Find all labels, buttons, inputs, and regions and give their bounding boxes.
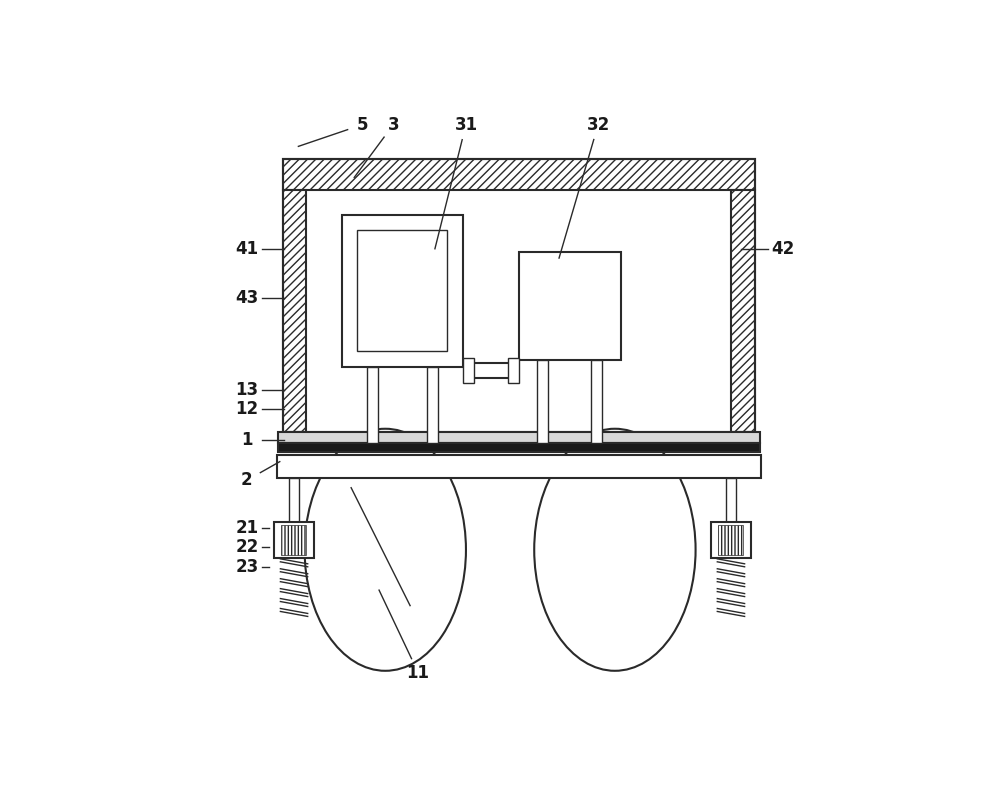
Bar: [726, 479, 736, 521]
Text: 22: 22: [235, 538, 258, 555]
Bar: [367, 367, 378, 443]
Bar: [281, 525, 306, 555]
Bar: [278, 443, 760, 451]
Bar: [342, 214, 463, 367]
Bar: [289, 479, 299, 521]
Bar: [357, 231, 447, 351]
Bar: [283, 159, 755, 432]
Bar: [463, 359, 474, 383]
Text: 13: 13: [235, 381, 258, 399]
Text: 42: 42: [771, 239, 795, 258]
Text: 23: 23: [235, 558, 258, 576]
Text: 2: 2: [241, 472, 253, 489]
Polygon shape: [202, 97, 823, 717]
Text: 32: 32: [587, 115, 610, 134]
Text: 5: 5: [357, 115, 368, 134]
Ellipse shape: [534, 429, 696, 671]
Polygon shape: [306, 189, 731, 432]
Text: 1: 1: [241, 431, 253, 449]
Bar: [711, 521, 751, 558]
Text: 31: 31: [454, 115, 478, 134]
Bar: [427, 367, 438, 443]
Bar: [274, 521, 314, 558]
Text: 12: 12: [235, 400, 258, 418]
Text: 43: 43: [235, 289, 258, 307]
Bar: [277, 455, 761, 479]
Bar: [519, 251, 621, 360]
Bar: [283, 159, 755, 189]
Text: 3: 3: [388, 115, 399, 134]
Text: 21: 21: [235, 519, 258, 537]
Bar: [283, 189, 306, 432]
Text: 11: 11: [407, 663, 430, 682]
Bar: [278, 432, 760, 443]
Bar: [718, 525, 743, 555]
Bar: [591, 360, 602, 443]
Bar: [731, 189, 755, 432]
Text: 41: 41: [235, 239, 258, 258]
Bar: [508, 359, 519, 383]
Ellipse shape: [305, 429, 466, 671]
Bar: [537, 360, 548, 443]
